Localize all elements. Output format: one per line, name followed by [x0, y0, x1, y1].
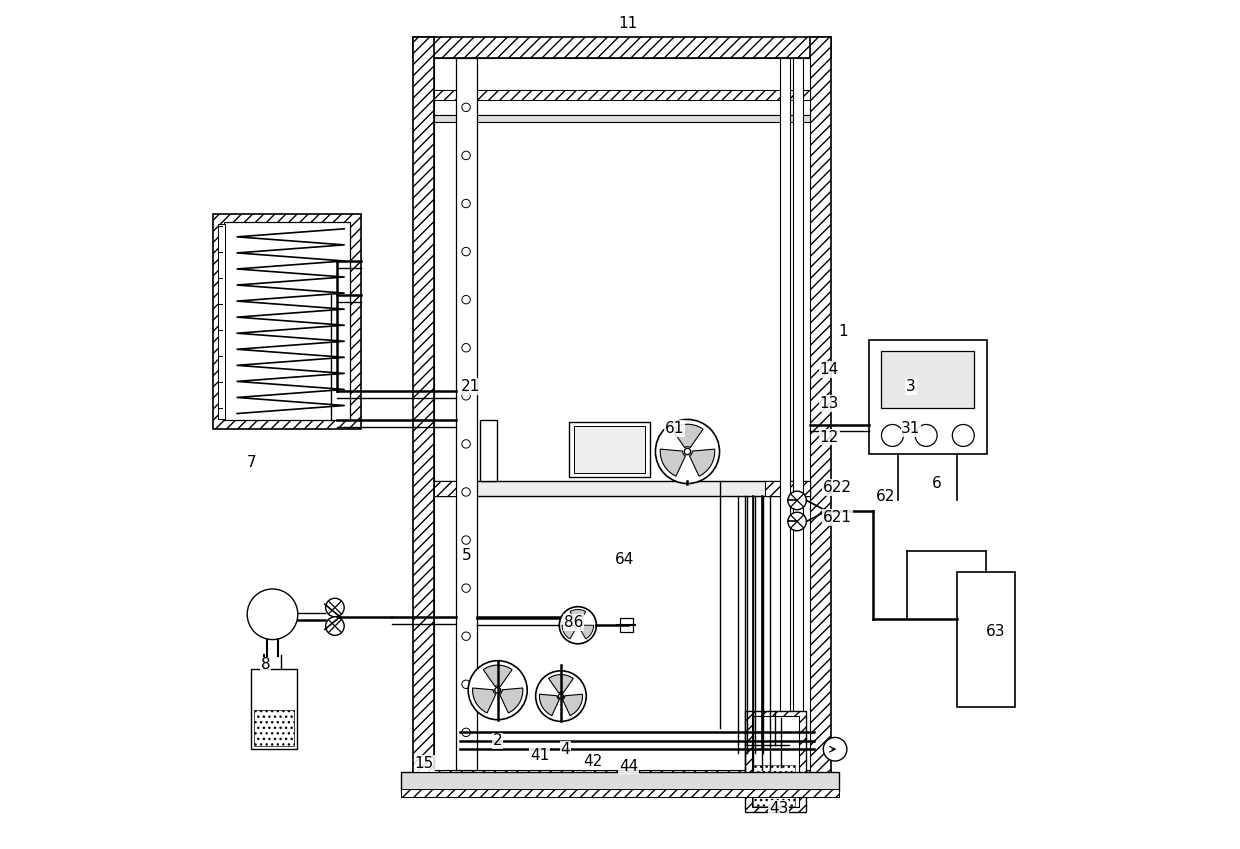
Bar: [224, 222, 350, 420]
Bar: [765, 481, 810, 496]
Bar: [745, 711, 806, 812]
Text: 13: 13: [820, 396, 839, 411]
Text: 64: 64: [615, 552, 634, 567]
Text: 3: 3: [906, 379, 916, 394]
Circle shape: [461, 151, 470, 160]
Bar: [882, 351, 975, 408]
Text: 61: 61: [665, 421, 684, 436]
Bar: [751, 717, 799, 807]
Bar: [434, 90, 810, 115]
Text: 41: 41: [531, 748, 549, 762]
Text: 42: 42: [583, 755, 603, 769]
Bar: [254, 710, 294, 746]
Text: 621: 621: [823, 509, 852, 525]
Text: 5: 5: [461, 548, 471, 563]
Circle shape: [915, 424, 937, 447]
Bar: [792, 58, 804, 770]
Circle shape: [656, 419, 719, 484]
Circle shape: [461, 536, 470, 544]
Circle shape: [558, 694, 563, 699]
Bar: [213, 214, 361, 429]
Bar: [401, 789, 839, 797]
Circle shape: [787, 491, 806, 509]
Text: 63: 63: [986, 624, 1006, 638]
Bar: [455, 58, 476, 770]
Bar: [434, 58, 810, 770]
Polygon shape: [484, 665, 512, 687]
Circle shape: [461, 200, 470, 208]
Circle shape: [952, 424, 975, 447]
Circle shape: [684, 448, 691, 455]
Circle shape: [559, 607, 596, 644]
Polygon shape: [500, 688, 523, 713]
Text: 43: 43: [769, 801, 789, 816]
Bar: [574, 426, 645, 473]
Circle shape: [461, 247, 470, 256]
Polygon shape: [570, 610, 585, 622]
Text: 2: 2: [492, 734, 502, 748]
Bar: [780, 58, 790, 770]
Text: 1: 1: [838, 324, 848, 340]
Text: 14: 14: [820, 363, 838, 377]
Circle shape: [882, 424, 904, 447]
Circle shape: [469, 661, 527, 720]
Circle shape: [461, 295, 470, 304]
Bar: [869, 340, 987, 454]
Bar: [957, 572, 1014, 707]
Text: 6: 6: [931, 476, 941, 491]
Text: 86: 86: [564, 616, 583, 630]
Bar: [250, 669, 296, 749]
Bar: [434, 481, 472, 496]
Circle shape: [461, 584, 470, 593]
Text: 622: 622: [823, 481, 852, 495]
Circle shape: [326, 617, 345, 635]
Bar: [434, 115, 810, 121]
Bar: [569, 422, 650, 477]
Circle shape: [536, 671, 587, 722]
Circle shape: [461, 728, 470, 737]
Text: 11: 11: [619, 16, 639, 31]
Circle shape: [247, 589, 298, 639]
Text: 21: 21: [461, 379, 480, 394]
Text: 62: 62: [875, 489, 895, 503]
Text: 31: 31: [901, 421, 920, 436]
Text: 8: 8: [260, 657, 270, 672]
Bar: [218, 224, 226, 419]
Circle shape: [461, 488, 470, 496]
Bar: [620, 618, 632, 632]
Polygon shape: [472, 688, 496, 713]
Text: 44: 44: [619, 759, 639, 773]
Polygon shape: [672, 424, 703, 447]
Polygon shape: [539, 694, 559, 716]
Text: 15: 15: [414, 756, 434, 771]
Polygon shape: [563, 694, 583, 716]
Bar: [401, 772, 839, 790]
Text: 12: 12: [820, 430, 838, 445]
Bar: [434, 90, 810, 100]
Bar: [434, 481, 810, 496]
Circle shape: [461, 440, 470, 448]
Polygon shape: [660, 449, 686, 476]
Circle shape: [787, 512, 806, 531]
Polygon shape: [562, 625, 577, 639]
Bar: [413, 37, 831, 58]
Circle shape: [823, 738, 847, 761]
Polygon shape: [689, 449, 714, 476]
Bar: [480, 420, 497, 481]
Bar: [810, 37, 831, 791]
Circle shape: [461, 344, 470, 352]
Circle shape: [461, 680, 470, 689]
Bar: [413, 770, 831, 791]
Circle shape: [461, 103, 470, 111]
Text: 7: 7: [247, 455, 257, 470]
Circle shape: [326, 599, 345, 617]
Text: 4: 4: [560, 742, 570, 756]
Bar: [413, 37, 434, 791]
Circle shape: [495, 687, 501, 693]
Polygon shape: [548, 675, 573, 693]
Circle shape: [461, 632, 470, 640]
Bar: [753, 765, 795, 806]
Polygon shape: [579, 625, 594, 639]
Circle shape: [461, 391, 470, 400]
